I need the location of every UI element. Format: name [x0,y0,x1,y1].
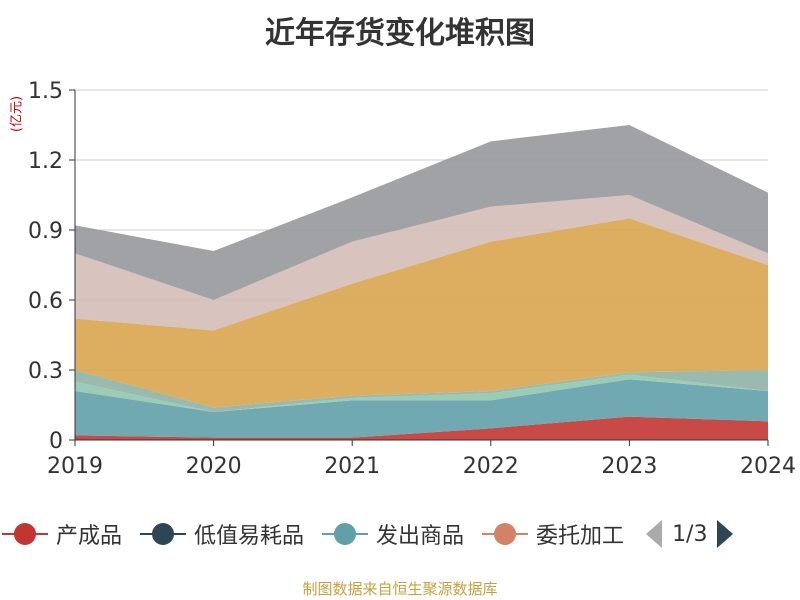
legend: 产成品 低值易耗品 发出商品 委托加工 1/3 [0,512,800,556]
legend-dot-1 [152,523,175,545]
legend-marker-2 [322,523,369,545]
legend-dot-3 [494,523,517,545]
chart-title: 近年存货变化堆积图 [265,16,535,51]
legend-page-indicator: 1/3 [672,521,708,547]
area-series-3 [75,370,768,412]
axes: 0 0.3 0.6 0.9 1.2 1.5 2019 2020 2021 2022 2023 2024 [28,79,796,479]
legend-marker-0 [2,523,48,545]
x-tick-label-1: 2020 [186,454,242,479]
y-tick-label-4: 1.2 [28,149,63,174]
legend-dot-2 [334,523,357,545]
legend-item-1[interactable]: 低值易耗品 [140,518,304,550]
area-series-5 [75,195,768,331]
legend-label-0: 产成品 [56,524,123,549]
y-tick-label-0: 0 [49,429,63,454]
area-series-4 [75,218,768,408]
legend-item-3[interactable]: 委托加工 [482,518,624,550]
legend-next-page-icon[interactable] [717,520,734,548]
area-series-group [75,125,768,440]
legend-prev-page-icon[interactable] [646,520,663,548]
y-tick-label-3: 0.9 [28,219,63,244]
y-tick-label-2: 0.6 [28,289,63,314]
x-tick-label-4: 2023 [601,454,657,479]
x-tick-label-0: 2019 [47,454,103,479]
x-tick-label-2: 2021 [324,454,380,479]
legend-marker-3 [482,523,529,545]
data-source-note: 制图数据来自恒生聚源数据库 [302,580,498,598]
legend-dot-0 [14,523,36,545]
legend-item-2[interactable]: 发出商品 [322,518,464,550]
legend-label-3: 委托加工 [536,524,625,549]
x-tick-label-3: 2022 [463,454,519,479]
legend-label-1: 低值易耗品 [194,524,305,549]
area-series-0 [75,416,768,440]
legend-marker-1 [140,523,187,545]
legend-label-2: 发出商品 [376,524,465,549]
y-tick-label-5: 1.5 [28,79,63,104]
x-tick-label-5: 2024 [740,454,796,479]
y-tick-label-1: 0.3 [28,359,63,384]
area-series-1 [75,379,768,438]
area-series-6 [75,125,768,300]
area-series-2 [75,374,768,412]
legend-pager: 1/3 [646,520,734,548]
legend-item-0[interactable]: 产成品 [2,518,122,550]
